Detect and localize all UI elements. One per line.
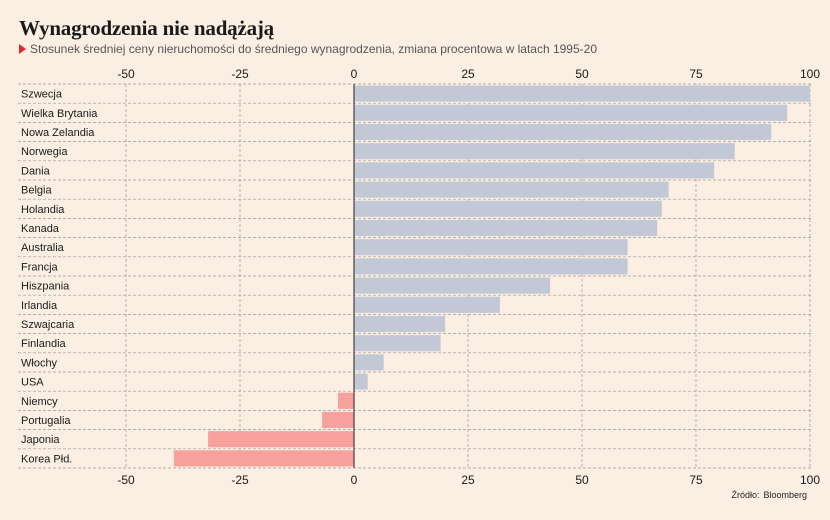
- bar: [354, 335, 441, 352]
- source-value: Bloomberg: [763, 490, 807, 500]
- category-label: Norwegia: [21, 146, 68, 158]
- category-label: Finlandia: [21, 338, 67, 350]
- bar: [354, 200, 662, 217]
- bar: [322, 411, 354, 429]
- category-label: Holandia: [21, 204, 65, 216]
- tick-label-bottom: -50: [117, 473, 135, 487]
- bar: [354, 162, 715, 179]
- bar: [354, 123, 772, 141]
- tick-label-bottom: -25: [231, 473, 249, 487]
- tick-label-top: 0: [351, 67, 358, 81]
- tick-label-bottom: 25: [461, 473, 475, 487]
- category-label: Japonia: [21, 434, 60, 446]
- bar: [354, 277, 551, 294]
- tick-label-top: 50: [575, 67, 589, 81]
- category-label: Niemcy: [21, 396, 58, 408]
- tick-label-bottom: 75: [689, 473, 703, 487]
- chart-subtitle: Stosunek średniej ceny nieruchomości do …: [19, 42, 597, 56]
- bar: [354, 296, 500, 313]
- bar: [354, 373, 368, 390]
- source-label: Źródło:: [731, 490, 760, 500]
- category-label: Kanada: [21, 223, 60, 235]
- category-label: Belgia: [21, 185, 52, 197]
- category-label: Irlandia: [21, 300, 58, 312]
- category-label: Szwajcaria: [21, 319, 75, 331]
- bar: [354, 239, 628, 256]
- tick-label-top: 25: [461, 67, 475, 81]
- tick-label-top: 75: [689, 67, 703, 81]
- category-label: Hiszpania: [21, 281, 70, 293]
- bar: [208, 431, 354, 448]
- category-label: Dania: [21, 165, 51, 177]
- category-label: Szwecja: [21, 89, 63, 101]
- bar: [354, 181, 669, 198]
- bar: [338, 392, 354, 409]
- chart-title: Wynagrodzenia nie nadążają: [19, 16, 274, 40]
- tick-label-bottom: 100: [800, 473, 820, 487]
- category-label: Australia: [21, 242, 65, 254]
- bar: [354, 258, 628, 275]
- tick-label-top: -50: [117, 67, 135, 81]
- red-triangle-icon: [19, 44, 26, 54]
- category-label: USA: [21, 377, 44, 389]
- tick-label-top: -25: [231, 67, 249, 81]
- bar: [354, 219, 658, 237]
- category-label: Włochy: [21, 357, 58, 369]
- bar: [354, 143, 735, 160]
- tick-label-bottom: 0: [351, 473, 358, 487]
- tick-label-bottom: 50: [575, 473, 589, 487]
- tick-label-top: 100: [800, 67, 820, 81]
- bar: [354, 315, 446, 333]
- bar: [354, 85, 810, 102]
- bar: [354, 354, 384, 371]
- category-label: Portugalia: [21, 415, 71, 427]
- category-label: Korea Płd.: [21, 453, 72, 465]
- category-label: Francja: [21, 261, 59, 273]
- category-label: Nowa Zelandia: [21, 127, 95, 139]
- subtitle-text: Stosunek średniej ceny nieruchomości do …: [30, 42, 597, 56]
- bar: [173, 450, 354, 467]
- source-note: Źródło: Bloomberg: [731, 490, 811, 500]
- bar: [354, 104, 788, 121]
- category-label: Wielka Brytania: [21, 108, 98, 120]
